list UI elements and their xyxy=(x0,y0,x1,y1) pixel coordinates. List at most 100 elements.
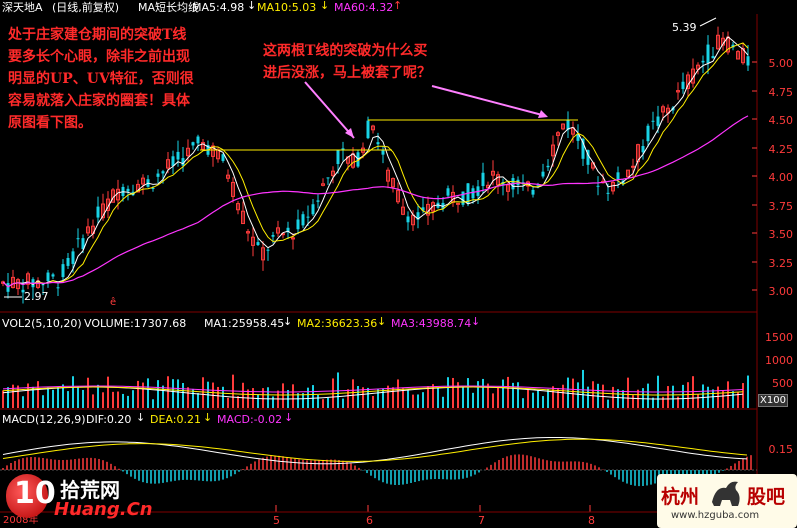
candle-body xyxy=(506,184,510,192)
ma10-line xyxy=(2,42,749,288)
price-tick: 5.00 xyxy=(768,57,794,70)
price-tick: 3.75 xyxy=(768,200,794,213)
candle-body xyxy=(256,242,260,246)
candle-body xyxy=(446,188,450,196)
candle-body xyxy=(641,146,645,153)
candle-body xyxy=(161,171,165,174)
candle-body xyxy=(286,227,290,233)
candle-body xyxy=(336,149,340,165)
price-tick: 3.00 xyxy=(768,285,794,298)
volume-indicator-name[interactable]: VOL2(5,10,20) xyxy=(2,317,82,330)
candle-body xyxy=(676,90,680,93)
annotation-left-line: 要多长个心眼，除非之前出现 xyxy=(8,49,190,65)
ma2-arrow-icon: ↓ xyxy=(377,315,387,328)
candle-body xyxy=(181,158,185,166)
candle-body xyxy=(406,216,410,223)
annotation-arrow-1 xyxy=(304,81,355,139)
logo-right-url: www.hzguba.com xyxy=(671,510,760,521)
ma1-arrow-icon: ↓ xyxy=(283,315,293,328)
dea-arrow-icon: ↓ xyxy=(203,411,213,424)
logo-left-number-icon: 10 xyxy=(14,476,56,511)
volume-unit: X100 xyxy=(758,394,788,407)
candle-body xyxy=(516,179,520,185)
candle-body xyxy=(456,202,460,205)
candle-body xyxy=(331,170,335,177)
candle-body xyxy=(271,235,275,237)
ma5-value: MA5:4.98 xyxy=(192,1,245,14)
volume-tick: 1500 xyxy=(765,331,793,344)
candle-body xyxy=(186,147,190,157)
price-tick: 4.50 xyxy=(768,114,794,127)
candle-body xyxy=(26,273,30,285)
candle-body xyxy=(81,238,85,250)
candle-body xyxy=(701,60,705,63)
candle-body xyxy=(226,174,230,179)
candle-body xyxy=(541,171,545,177)
candle-body xyxy=(626,169,630,178)
candle-body xyxy=(491,170,495,176)
candle-body xyxy=(576,134,580,141)
candle-body xyxy=(66,257,70,266)
month-label: 7 xyxy=(478,514,485,527)
low-price-label: 2.97 xyxy=(24,290,49,303)
candle-body xyxy=(371,125,375,131)
candle-body xyxy=(221,154,225,161)
candle-body xyxy=(46,272,50,282)
candle-body xyxy=(301,214,305,226)
logo-right-brand-left: 杭州 xyxy=(661,486,700,508)
candle-body xyxy=(611,181,615,192)
candle-body xyxy=(276,227,280,234)
price-tick: 3.25 xyxy=(768,257,794,270)
candle-body xyxy=(711,56,715,59)
candle-body xyxy=(266,249,270,251)
logo-left-emblem-icon xyxy=(6,474,48,518)
candle-body xyxy=(51,274,55,277)
year-label: 2008年 xyxy=(3,515,39,526)
dif-arrow-icon: ↓ xyxy=(136,411,146,424)
macd-indicator-name[interactable]: MACD(12,26,9) xyxy=(2,413,86,426)
candle-body xyxy=(101,203,105,219)
volume-ma2: MA2:36623.36 xyxy=(297,317,378,330)
candle-body xyxy=(166,159,170,169)
arrow-head-icon xyxy=(345,128,354,138)
event-marker-icon[interactable]: ê xyxy=(110,297,117,308)
candle-body xyxy=(731,44,735,48)
ma60-line xyxy=(2,115,749,288)
candle-body xyxy=(151,187,155,189)
macd-arrow-icon: ↓ xyxy=(284,411,294,424)
candle-body xyxy=(11,276,15,289)
candle-body xyxy=(96,206,100,218)
logo-left-brand: 拾荒网 xyxy=(60,478,120,502)
candle-body xyxy=(741,48,745,64)
candle-body xyxy=(681,81,685,89)
candle-body xyxy=(326,177,330,179)
candle-body xyxy=(706,44,710,64)
volume-ma2-line xyxy=(2,386,744,396)
price-tick: 4.00 xyxy=(768,171,794,184)
candle-body xyxy=(321,183,325,186)
candle-body xyxy=(171,156,175,166)
dea-line xyxy=(2,438,748,462)
candle-body xyxy=(16,279,20,290)
bull-icon xyxy=(708,476,744,512)
annotation-left-line: 原图看下图。 xyxy=(8,115,92,131)
candle-body xyxy=(191,142,195,146)
candle-body xyxy=(716,34,720,50)
candle-body xyxy=(566,120,570,130)
candle-body xyxy=(531,189,535,195)
candle-body xyxy=(546,165,550,168)
candle-body xyxy=(341,148,345,151)
candle-body xyxy=(366,120,370,139)
candle-body xyxy=(211,145,215,157)
logo-right: 杭州 股吧 www.hzguba.com xyxy=(657,474,797,528)
volume-tick: 500 xyxy=(772,377,793,390)
annotation-right-line: 这两根T线的突破为什么买 xyxy=(263,43,428,59)
candle-body xyxy=(86,226,90,234)
month-label: 5 xyxy=(273,514,280,527)
indicator-name[interactable]: MA短长均线 xyxy=(138,1,200,14)
month-label: 6 xyxy=(366,514,373,527)
candle-body xyxy=(616,172,620,180)
candle-body xyxy=(396,189,400,203)
candle-body xyxy=(41,284,45,286)
